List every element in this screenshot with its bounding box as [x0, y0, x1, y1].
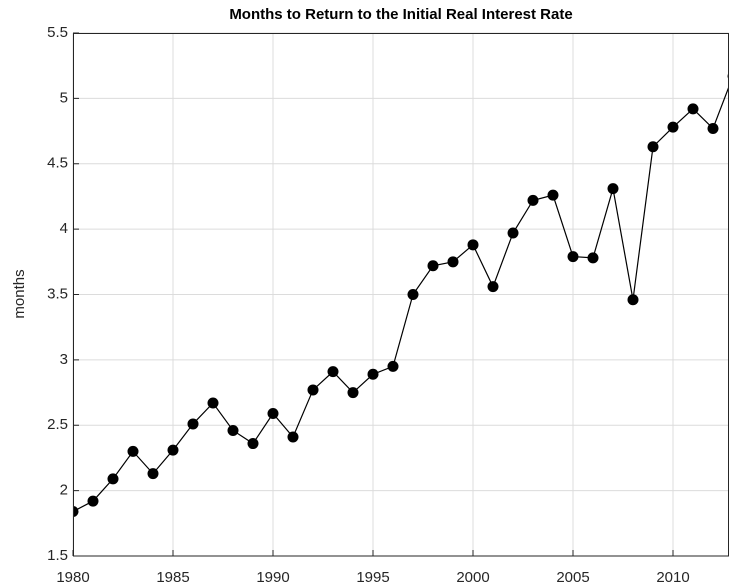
- y-tick-label: 3: [60, 351, 68, 368]
- data-point: [607, 183, 619, 195]
- data-point: [247, 438, 259, 450]
- x-tick-label: 2010: [656, 569, 689, 586]
- data-point: [407, 289, 419, 300]
- y-tick-label: 1.5: [47, 547, 68, 564]
- data-point: [547, 189, 559, 201]
- y-tick-label: 5.5: [47, 24, 68, 41]
- data-point: [107, 473, 119, 485]
- x-tick-label: 2005: [556, 569, 589, 586]
- data-point: [427, 260, 439, 272]
- data-point: [187, 418, 199, 430]
- data-point: [227, 424, 239, 436]
- data-point: [647, 141, 659, 153]
- y-tick-label: 2.5: [47, 416, 68, 433]
- y-tick-label: 5: [60, 89, 68, 106]
- data-point: [507, 227, 519, 239]
- data-point: [127, 445, 139, 457]
- x-tick-label: 2000: [456, 569, 489, 586]
- data-point: [73, 506, 79, 518]
- data-point: [487, 281, 499, 293]
- x-tick-label: 1985: [156, 569, 189, 586]
- chart-title: Months to Return to the Initial Real Int…: [229, 6, 572, 23]
- y-axis-label: months: [11, 269, 28, 318]
- data-point: [287, 431, 299, 443]
- data-point: [347, 387, 359, 399]
- grid: [72, 32, 729, 557]
- data-point: [327, 366, 339, 378]
- data-point: [267, 407, 279, 419]
- y-tick-label: 3.5: [47, 285, 68, 302]
- data-point: [367, 368, 379, 380]
- plot-area: [73, 72, 729, 518]
- data-point: [527, 194, 539, 206]
- y-tick-label: 2: [60, 482, 68, 499]
- x-tick-label: 1995: [356, 569, 389, 586]
- data-point: [467, 239, 479, 251]
- data-point: [567, 251, 579, 263]
- data-point: [707, 122, 719, 134]
- data-point: [147, 468, 159, 480]
- data-point: [387, 360, 399, 372]
- data-point: [587, 252, 599, 264]
- data-point: [627, 294, 639, 306]
- data-point: [447, 256, 459, 268]
- y-tick-label: 4: [60, 220, 68, 237]
- data-point: [307, 384, 319, 396]
- data-point: [167, 444, 179, 456]
- data-line: [73, 84, 729, 513]
- y-tick-label: 4.5: [47, 155, 68, 172]
- data-point: [687, 103, 699, 115]
- data-point: [87, 495, 99, 507]
- x-tick-label: 1990: [256, 569, 289, 586]
- data-point: [667, 121, 679, 133]
- x-tick-label: 1980: [56, 569, 89, 586]
- data-point: [207, 397, 219, 409]
